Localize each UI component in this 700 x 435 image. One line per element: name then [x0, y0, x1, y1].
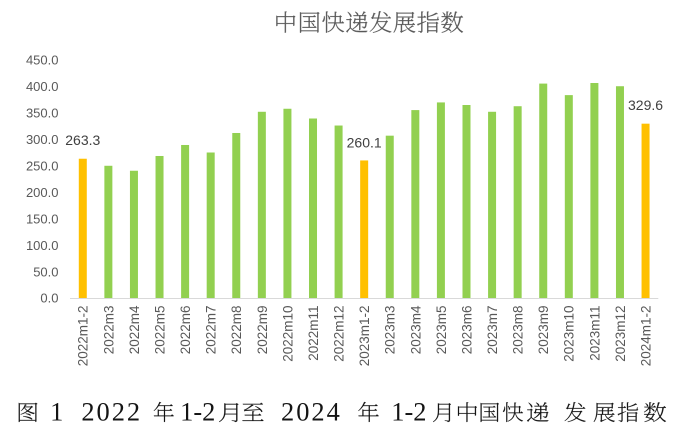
svg-text:0.0: 0.0: [40, 291, 58, 306]
svg-text:2023m11: 2023m11: [587, 306, 602, 361]
svg-text:150.0: 150.0: [26, 211, 59, 226]
svg-text:50.0: 50.0: [33, 264, 58, 279]
svg-text:350.0: 350.0: [26, 106, 59, 121]
svg-text:2022m1-2: 2022m1-2: [76, 306, 91, 367]
svg-text:1-2: 1-2: [180, 396, 215, 426]
svg-text:2023m10: 2023m10: [562, 306, 577, 362]
svg-text:100.0: 100.0: [26, 238, 59, 253]
svg-text:263.3: 263.3: [65, 132, 100, 148]
svg-text:2023m6: 2023m6: [459, 306, 474, 355]
svg-text:2022: 2022: [81, 396, 142, 426]
svg-text:2023m1-2: 2023m1-2: [357, 306, 372, 367]
svg-text:250.0: 250.0: [26, 159, 59, 174]
svg-text:2023m8: 2023m8: [511, 306, 526, 355]
svg-text:2023m7: 2023m7: [485, 306, 500, 355]
svg-text:200.0: 200.0: [26, 185, 59, 200]
svg-text:2024m1-2: 2024m1-2: [638, 306, 653, 367]
svg-text:300.0: 300.0: [26, 132, 59, 147]
svg-text:2022m10: 2022m10: [280, 306, 295, 362]
svg-text:2022m5: 2022m5: [152, 306, 167, 355]
svg-text:2022m6: 2022m6: [178, 306, 193, 355]
svg-text:400.0: 400.0: [26, 79, 59, 94]
svg-text:260.1: 260.1: [347, 135, 382, 151]
svg-text:2023m9: 2023m9: [536, 306, 551, 355]
svg-text:2023m12: 2023m12: [613, 306, 628, 362]
svg-text:2023m4: 2023m4: [408, 305, 423, 354]
svg-text:2023m5: 2023m5: [434, 306, 449, 355]
svg-text:2022m12: 2022m12: [332, 306, 347, 362]
svg-text:329.6: 329.6: [628, 97, 663, 113]
svg-text:2022m3: 2022m3: [101, 306, 116, 355]
svg-text:2022m9: 2022m9: [255, 306, 270, 355]
svg-text:2022m11: 2022m11: [306, 306, 321, 361]
svg-text:2022m7: 2022m7: [204, 306, 219, 355]
svg-text:2022m4: 2022m4: [127, 305, 142, 354]
svg-text:1-2: 1-2: [391, 396, 426, 426]
svg-text:2023m3: 2023m3: [383, 306, 398, 355]
svg-text:2024: 2024: [281, 396, 342, 426]
svg-text:2022m8: 2022m8: [229, 306, 244, 355]
svg-text:450.0: 450.0: [26, 53, 59, 68]
svg-text:1: 1: [50, 396, 63, 426]
